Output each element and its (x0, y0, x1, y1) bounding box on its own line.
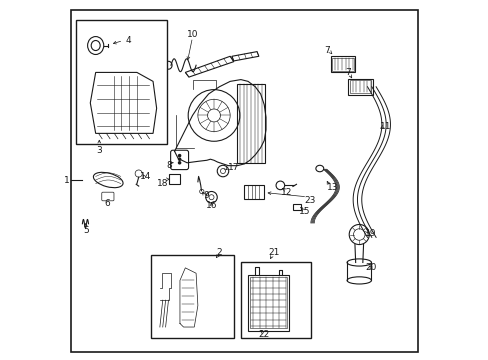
Text: 18: 18 (156, 179, 168, 188)
Text: 14: 14 (140, 172, 151, 181)
Text: 7: 7 (324, 46, 329, 55)
Text: 1: 1 (64, 176, 70, 185)
Text: 10: 10 (186, 30, 198, 39)
Text: 2: 2 (216, 248, 222, 257)
Circle shape (178, 162, 180, 164)
Bar (331, 58, 353, 71)
Circle shape (178, 154, 180, 157)
Bar (169, 174, 180, 184)
Text: 12: 12 (281, 188, 292, 197)
Circle shape (178, 158, 180, 160)
Text: 13: 13 (326, 183, 337, 192)
Bar (348, 78, 372, 95)
Text: 19: 19 (364, 229, 376, 238)
Text: 21: 21 (268, 248, 279, 257)
Bar (151, 255, 233, 338)
Bar (349, 80, 371, 93)
Text: 23: 23 (304, 196, 315, 205)
Text: 6: 6 (104, 199, 110, 208)
Text: 4: 4 (125, 36, 130, 45)
Text: 15: 15 (298, 207, 310, 216)
Text: 5: 5 (83, 226, 89, 235)
Text: 7: 7 (345, 68, 351, 77)
Bar (76, 21, 167, 144)
Bar (250, 277, 286, 328)
Text: 3: 3 (96, 146, 102, 155)
Bar (247, 275, 289, 330)
Text: 16: 16 (205, 201, 217, 210)
Bar (244, 185, 263, 199)
Text: 17: 17 (228, 163, 240, 172)
Bar (236, 84, 265, 163)
Bar (241, 262, 310, 338)
Text: 20: 20 (365, 264, 376, 273)
Text: 22: 22 (258, 330, 269, 339)
Text: 9: 9 (203, 190, 208, 199)
Text: 11: 11 (380, 122, 391, 131)
Bar (330, 56, 354, 72)
Bar (292, 204, 300, 211)
Text: 8: 8 (166, 161, 172, 170)
